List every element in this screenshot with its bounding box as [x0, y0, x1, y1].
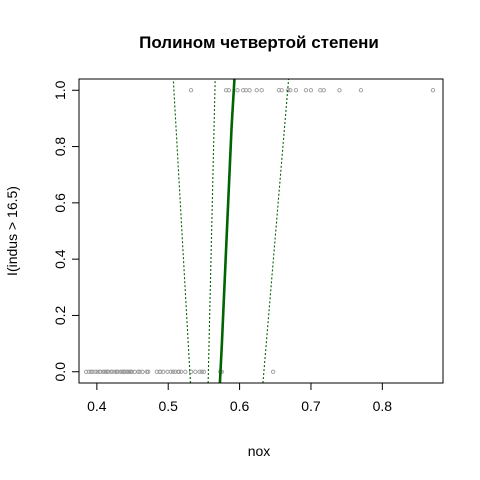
- y-tick-label: 0.8: [52, 137, 68, 157]
- data-point: [294, 89, 297, 92]
- data-point: [322, 89, 325, 92]
- x-tick-label: 0.4: [87, 398, 107, 414]
- x-tick-label: 0.8: [373, 398, 393, 414]
- x-axis-label: nox: [248, 443, 271, 459]
- data-point: [338, 89, 341, 92]
- y-axis-label: I(indus > 16.5): [4, 186, 20, 276]
- y-tick-label: 1.0: [52, 80, 68, 100]
- confidence-band-line: [208, 79, 215, 383]
- y-tick-label: 0.0: [52, 362, 68, 382]
- data-point: [359, 89, 362, 92]
- x-axis: 0.4 0.5 0.6 0.7 0.8: [87, 383, 392, 414]
- chart-title: Полином четвертой степени: [139, 33, 379, 52]
- plot-frame: [79, 79, 443, 383]
- data-point: [255, 89, 258, 92]
- data-point: [309, 89, 312, 92]
- x-tick-label: 0.6: [230, 398, 250, 414]
- data-point: [271, 370, 274, 373]
- y-tick-label: 0.4: [52, 249, 68, 269]
- data-point: [319, 89, 322, 92]
- data-point: [431, 89, 434, 92]
- confidence-band-line: [263, 79, 289, 383]
- x-tick-label: 0.5: [158, 398, 178, 414]
- y-tick-label: 0.6: [52, 193, 68, 213]
- confidence-band-line: [173, 79, 190, 383]
- data-point: [260, 89, 263, 92]
- data-point: [236, 89, 239, 92]
- y-axis: 0.0 0.2 0.4 0.6 0.8 1.0: [52, 80, 79, 381]
- fit-line: [220, 79, 235, 383]
- data-point: [184, 370, 187, 373]
- data-point: [248, 89, 251, 92]
- data-point: [194, 370, 197, 373]
- data-point: [166, 370, 169, 373]
- data-point: [304, 89, 307, 92]
- plot-area: [84, 79, 434, 383]
- y-tick-label: 0.2: [52, 306, 68, 326]
- data-point: [189, 89, 192, 92]
- x-tick-label: 0.7: [301, 398, 321, 414]
